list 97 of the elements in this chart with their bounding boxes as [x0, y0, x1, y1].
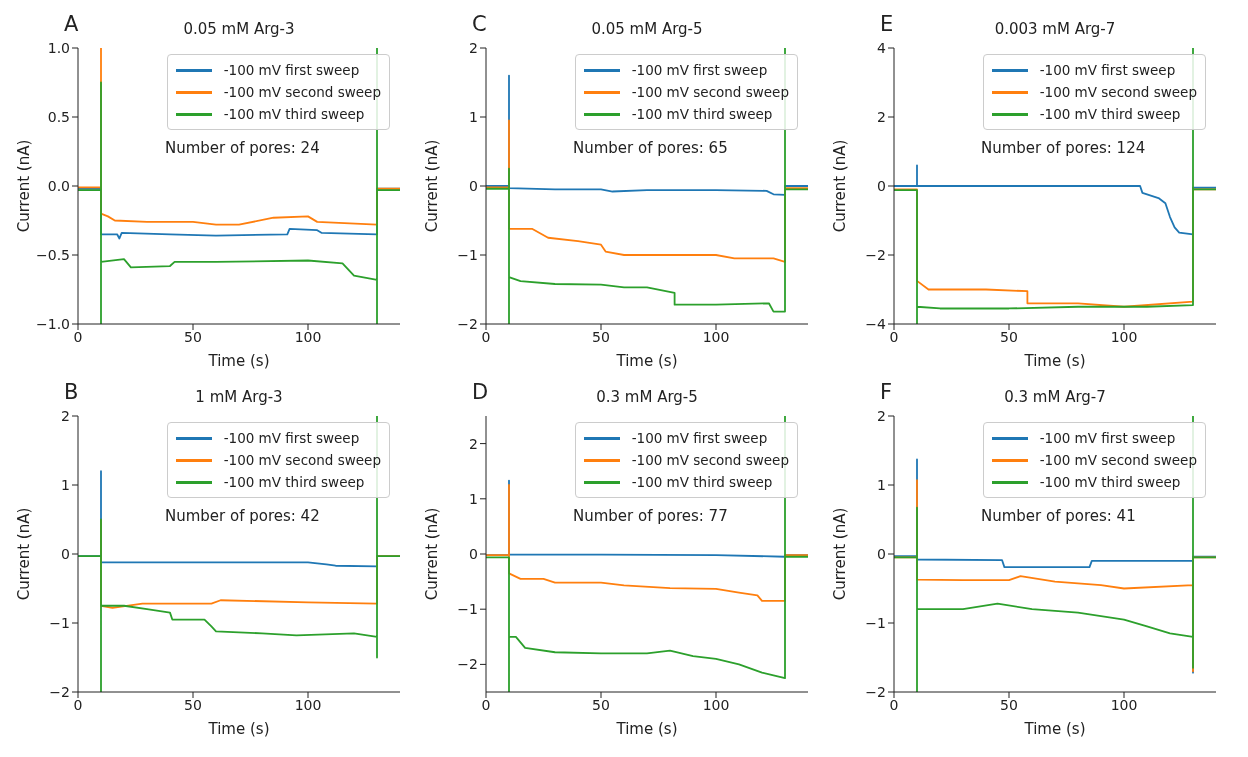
y-tick-label: −1.0 [36, 315, 70, 332]
y-tick-label: 1 [61, 476, 70, 493]
x-tick-label: 0 [481, 696, 491, 713]
x-tick-label: 0 [889, 328, 899, 345]
legend-label: -100 mV second sweep [223, 83, 381, 102]
legend-label: -100 mV first sweep [1039, 429, 1176, 448]
y-tick-label: 0 [877, 545, 886, 562]
x-axis-title: Time (s) [615, 352, 678, 370]
y-tick-label: −2 [457, 315, 478, 332]
y-tick-label: −2 [457, 656, 478, 673]
text: B [64, 380, 79, 404]
y-axis-title: Current (nA) [831, 139, 850, 233]
y-tick-label: 0.0 [47, 177, 70, 194]
chart-title: 0.3 mM Arg-7 [1003, 388, 1107, 406]
legend-label: -100 mV third sweep [1039, 473, 1181, 492]
annotation: Number of pores: 42 [164, 507, 320, 526]
legend-label: -100 mV second sweep [1039, 451, 1197, 470]
y-tick-label: −1 [865, 614, 886, 631]
x-tick-label: 0 [73, 328, 83, 345]
annotation: Number of pores: 41 [980, 507, 1136, 526]
legend-label: -100 mV second sweep [223, 451, 381, 470]
x-tick-label: 100 [1110, 328, 1138, 345]
y-tick-label: 2 [877, 108, 886, 125]
x-tick-label: 50 [592, 328, 610, 345]
legend-label: -100 mV third sweep [223, 105, 365, 124]
x-tick-label: 0 [889, 696, 899, 713]
x-axis-title: Time (s) [1023, 720, 1086, 738]
x-tick-label: 50 [1000, 328, 1018, 345]
y-tick-label: 1.0 [47, 39, 70, 56]
annotation: Number of pores: 77 [572, 507, 728, 526]
y-tick-label: −1 [49, 614, 70, 631]
x-tick-label: 100 [702, 328, 730, 345]
legend-label: -100 mV third sweep [223, 473, 365, 492]
y-tick-label: −2 [49, 683, 70, 700]
text: C [472, 12, 487, 36]
chart-title: 0.3 mM Arg-5 [596, 388, 698, 406]
legend-label: -100 mV second sweep [1039, 83, 1197, 102]
y-tick-label: 2 [469, 39, 478, 56]
y-axis-title: Current (nA) [423, 139, 442, 233]
x-tick-label: 50 [1000, 696, 1018, 713]
y-tick-label: 1 [469, 108, 478, 125]
x-tick-label: 50 [592, 696, 610, 713]
legend-label: -100 mV third sweep [631, 105, 773, 124]
y-tick-label: 0 [469, 545, 478, 562]
y-tick-label: 0 [877, 177, 886, 194]
chart-title: 0.003 mM Arg-7 [993, 20, 1117, 38]
x-tick-label: 50 [184, 696, 202, 713]
legend-label: -100 mV third sweep [1039, 105, 1181, 124]
y-tick-label: −1 [457, 246, 478, 263]
chart-title: 1 mM Arg-3 [194, 388, 284, 406]
y-tick-label: −1 [457, 601, 478, 618]
annotation: Number of pores: 24 [164, 139, 320, 158]
text: D [472, 380, 489, 404]
x-tick-label: 100 [294, 696, 322, 713]
y-tick-label: 1 [877, 476, 886, 493]
y-tick-label: −2 [865, 683, 886, 700]
y-tick-label: 2 [61, 407, 70, 424]
y-tick-label: 2 [469, 435, 478, 452]
y-tick-label: 0.5 [47, 108, 70, 125]
x-tick-label: 50 [184, 328, 202, 345]
x-axis-title: Time (s) [207, 352, 270, 370]
y-tick-label: 1 [469, 490, 478, 507]
legend-label: -100 mV first sweep [631, 429, 768, 448]
text: E [880, 12, 894, 36]
legend-label: -100 mV first sweep [1039, 61, 1176, 80]
legend-label: -100 mV second sweep [631, 83, 789, 102]
y-axis-title: Current (nA) [423, 507, 442, 601]
legend-label: -100 mV first sweep [223, 61, 360, 80]
legend-label: -100 mV first sweep [631, 61, 768, 80]
x-tick-label: 0 [481, 328, 491, 345]
x-axis-title: Time (s) [207, 720, 270, 738]
y-tick-label: 0 [61, 545, 70, 562]
x-axis-title: Time (s) [1023, 352, 1086, 370]
text: F [880, 380, 893, 404]
annotation: Number of pores: 65 [572, 139, 728, 158]
x-tick-label: 100 [702, 696, 730, 713]
y-tick-label: −2 [865, 246, 886, 263]
line-series [894, 164, 1216, 236]
legend-label: -100 mV second sweep [631, 451, 789, 470]
y-axis-title: Current (nA) [831, 507, 850, 601]
y-tick-label: 4 [877, 39, 887, 56]
y-tick-label: 0 [469, 177, 478, 194]
x-axis-title: Time (s) [615, 720, 678, 738]
y-tick-label: 2 [877, 407, 886, 424]
y-axis-title: Current (nA) [15, 507, 34, 601]
x-tick-label: 100 [294, 328, 322, 345]
chart-title: 0.05 mM Arg-3 [182, 20, 296, 38]
x-tick-label: 100 [1110, 696, 1138, 713]
legend-label: -100 mV first sweep [223, 429, 360, 448]
y-tick-label: −0.5 [36, 246, 70, 263]
chart-title: 0.05 mM Arg-5 [590, 20, 704, 38]
text: A [64, 12, 79, 36]
legend-label: -100 mV third sweep [631, 473, 773, 492]
y-axis-title: Current (nA) [15, 139, 34, 233]
annotation: Number of pores: 124 [980, 139, 1146, 158]
y-tick-label: −4 [865, 315, 887, 332]
x-tick-label: 0 [73, 696, 83, 713]
